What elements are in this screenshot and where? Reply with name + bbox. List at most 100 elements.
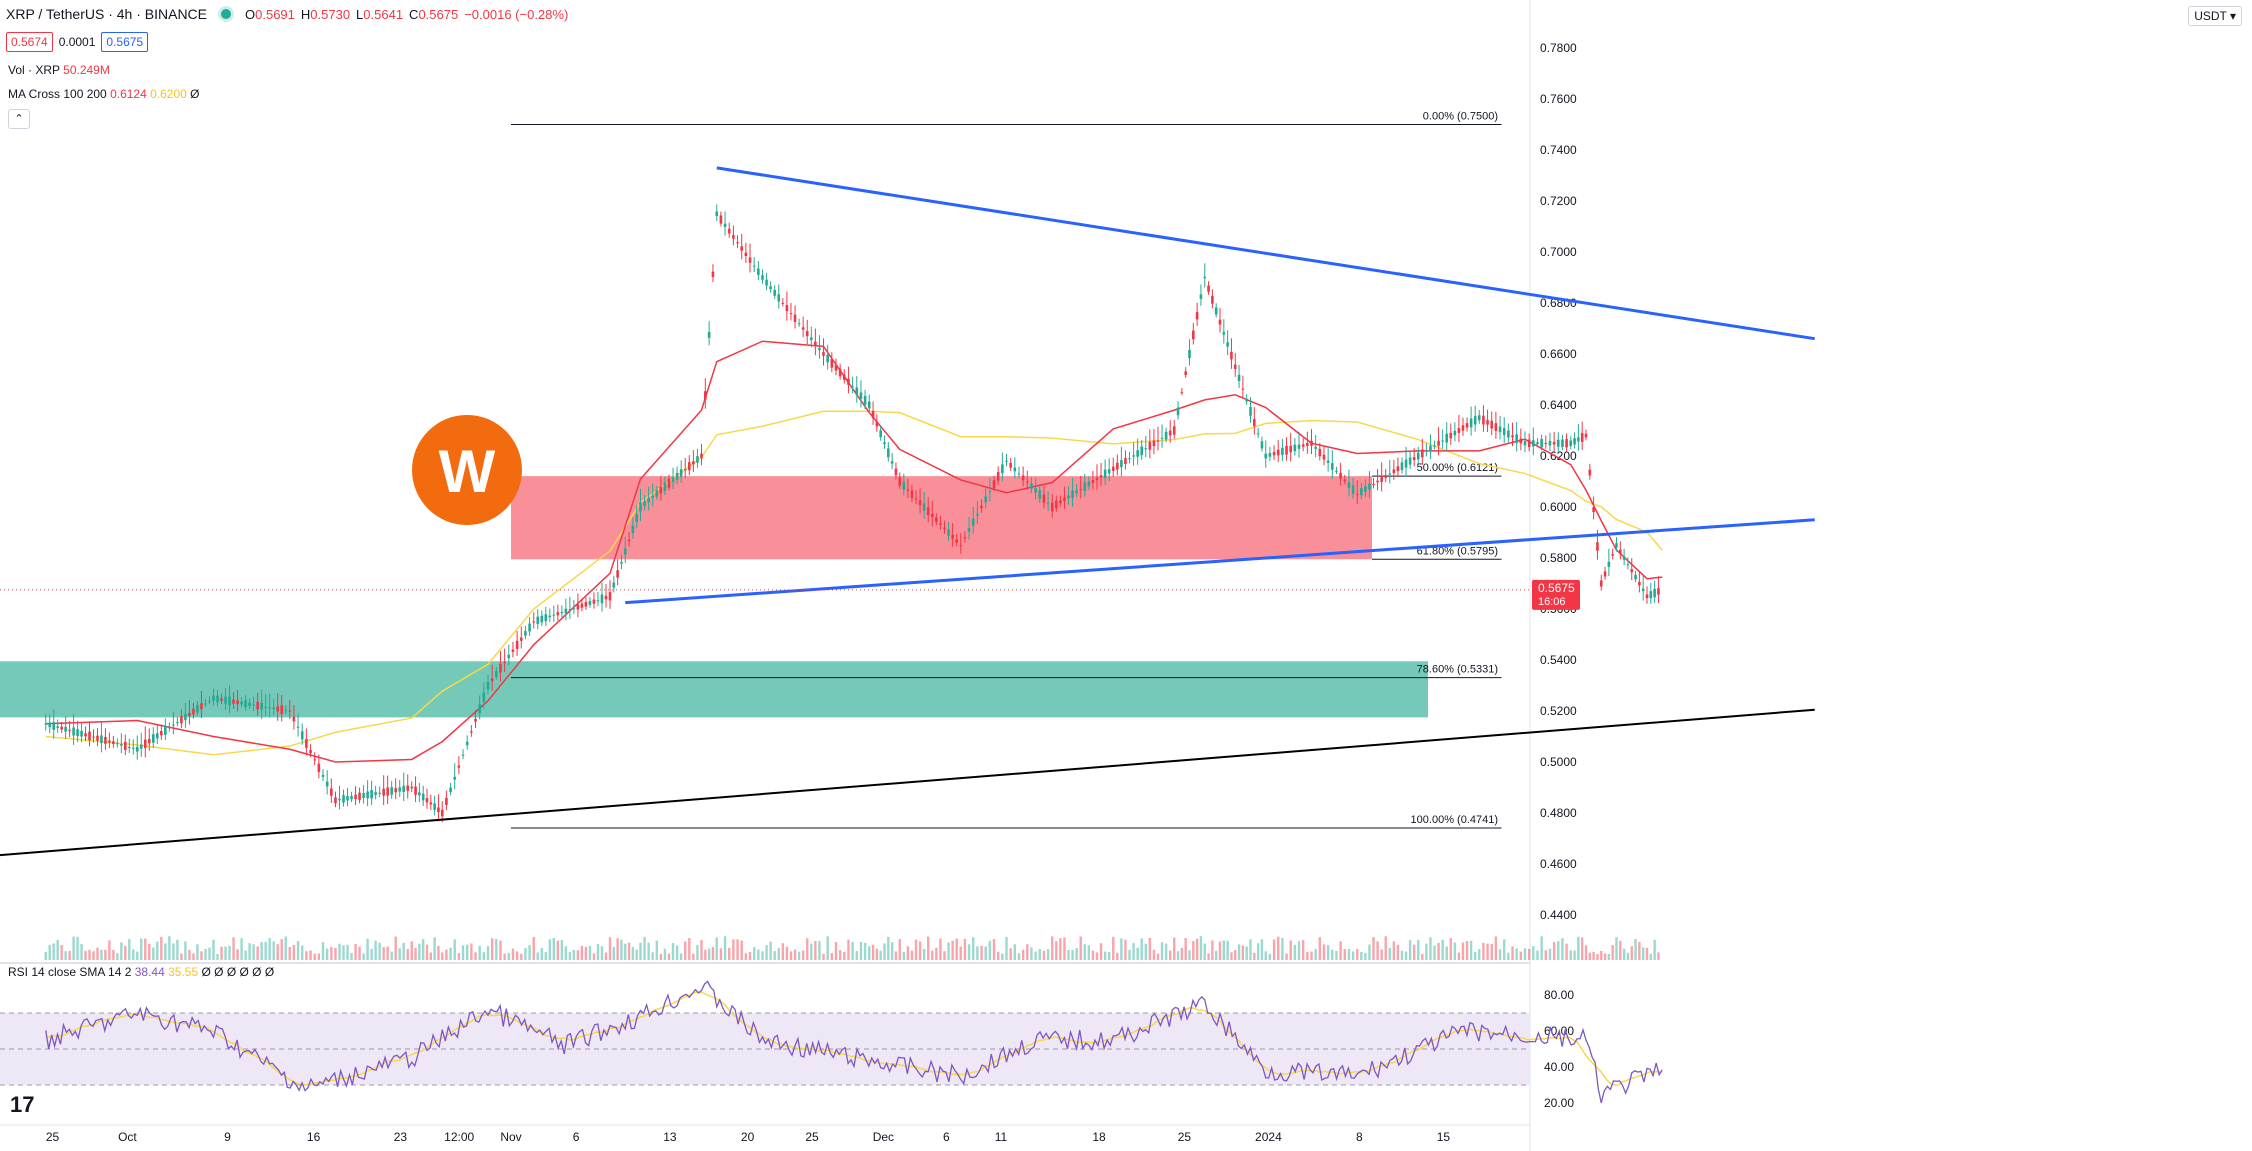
volume-bar xyxy=(1457,952,1461,960)
volume-value: 50.249M xyxy=(63,63,110,77)
volume-bar xyxy=(1128,949,1131,960)
volume-bar xyxy=(1478,949,1481,960)
volume-bar xyxy=(943,951,946,960)
volume-bar xyxy=(814,941,817,960)
volume-bar xyxy=(244,950,247,960)
volume-bar xyxy=(1026,944,1029,960)
candle-body xyxy=(1437,440,1440,446)
candle-body xyxy=(1441,440,1444,442)
volume-bar xyxy=(248,943,251,960)
volume-bar xyxy=(1596,953,1599,960)
candle-body xyxy=(914,498,918,500)
candle-body xyxy=(164,726,167,735)
chevron-up-icon[interactable]: ⌃ xyxy=(8,109,30,129)
volume-bar xyxy=(616,938,619,960)
candle-body xyxy=(1176,407,1180,416)
volume-bar xyxy=(192,953,195,960)
candle-body xyxy=(1264,453,1268,459)
volume-bar xyxy=(700,940,703,960)
volume-bar xyxy=(132,949,135,960)
candle-body xyxy=(313,759,317,761)
volume-bar xyxy=(64,951,67,960)
symbol-title[interactable]: XRP / TetherUS · 4h · BINANCE xyxy=(6,6,207,22)
candle-body xyxy=(1237,374,1241,382)
candle-body xyxy=(943,527,946,529)
candle-body xyxy=(244,699,247,708)
volume-bar xyxy=(112,949,115,960)
candle-body xyxy=(842,374,846,380)
candle-body xyxy=(1050,502,1054,512)
volume-bar xyxy=(136,951,139,960)
candle-body xyxy=(76,729,79,737)
candle-body xyxy=(1649,591,1653,599)
volume-bar xyxy=(992,939,996,960)
candle-body xyxy=(1645,594,1649,599)
ma-cross-legend[interactable]: MA Cross 100 200 0.6124 0.6200 Ø xyxy=(8,87,200,101)
candle-body xyxy=(236,700,239,705)
volume-bar xyxy=(164,943,167,960)
price-tick-label: 0.7200 xyxy=(1540,194,1577,208)
candle-body xyxy=(1465,423,1469,428)
candle-body xyxy=(1253,418,1256,427)
ask-price-button[interactable]: 0.5675 xyxy=(101,32,149,52)
candle-body xyxy=(818,347,821,350)
volume-bar xyxy=(1461,942,1465,960)
volume-label: Vol · XRP xyxy=(8,63,60,77)
volume-bar xyxy=(1396,944,1400,960)
candle-body xyxy=(147,738,151,744)
volume-bar xyxy=(1615,937,1618,960)
candle-body xyxy=(390,787,393,795)
time-tick-label: Nov xyxy=(500,1130,521,1144)
time-tick-label: 11 xyxy=(995,1130,1008,1144)
candle-body xyxy=(683,469,687,471)
candle-body xyxy=(370,789,373,799)
volume-bar xyxy=(358,946,361,960)
volume-bar xyxy=(264,941,267,960)
candle-body xyxy=(906,489,910,491)
candle-body xyxy=(671,477,675,483)
volume-bar xyxy=(402,942,405,960)
candle-body xyxy=(826,354,829,363)
volume-bar xyxy=(1638,941,1641,960)
rsi-sma-value: 35.55 xyxy=(168,965,199,979)
volume-bar xyxy=(220,946,223,960)
fib-level-label: 78.60% (0.5331) xyxy=(1417,664,1498,676)
candle-body xyxy=(1384,475,1388,478)
volume-bar xyxy=(346,944,349,960)
volume-bar xyxy=(996,951,1000,960)
rsi-legend[interactable]: RSI 14 close SMA 14 2 38.44 35.55 Ø Ø Ø … xyxy=(8,965,274,979)
candle-body xyxy=(898,477,902,486)
candle-body xyxy=(321,774,325,777)
bid-price-button[interactable]: 0.5674 xyxy=(6,32,53,52)
candle-body xyxy=(1001,464,1004,474)
ohlc-high: H0.5730 xyxy=(300,6,351,22)
candle-body xyxy=(540,615,544,623)
candle-body xyxy=(732,235,735,239)
candle-body xyxy=(461,754,465,756)
volume-bar xyxy=(1079,936,1082,960)
volume-bar xyxy=(1552,942,1556,960)
candle-body xyxy=(1599,580,1603,587)
currency-selector[interactable]: USDT ▾ xyxy=(2188,6,2242,26)
candle-body xyxy=(486,681,490,690)
candle-body xyxy=(112,741,115,744)
candle-body xyxy=(867,401,871,409)
volume-bar xyxy=(152,947,155,960)
ma200-line xyxy=(45,410,1663,756)
candle-body xyxy=(433,803,436,810)
volume-bar xyxy=(572,949,576,960)
volume-bar xyxy=(631,947,635,960)
candle-body xyxy=(366,791,369,799)
volume-bar xyxy=(1237,944,1241,960)
volume-bar xyxy=(1507,952,1510,960)
volume-bar xyxy=(1156,953,1160,960)
volume-legend[interactable]: Vol · XRP 50.249M xyxy=(8,63,110,77)
candle-body xyxy=(1404,459,1408,468)
volume-bar xyxy=(256,946,259,960)
candle-body xyxy=(930,513,934,518)
candle-body xyxy=(1372,483,1375,485)
volume-bar xyxy=(1034,951,1037,960)
volume-bar xyxy=(1577,936,1580,960)
volume-bar xyxy=(704,949,707,960)
